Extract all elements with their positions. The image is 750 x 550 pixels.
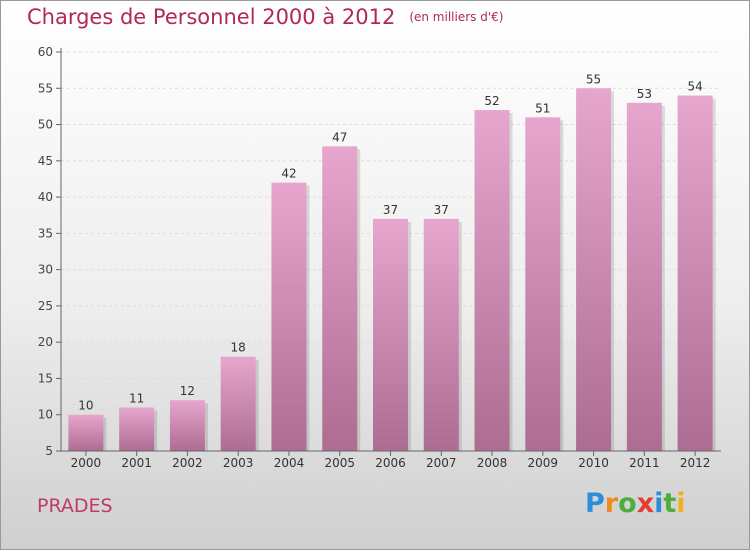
x-tick-label: 2011 [629, 456, 660, 470]
y-tick-label: 60 [38, 45, 53, 59]
y-tick-label: 55 [38, 81, 53, 95]
bar-value-label: 53 [637, 87, 652, 101]
x-tick-label: 2006 [375, 456, 406, 470]
y-tick-label: 5 [45, 444, 53, 458]
y-tick-label: 15 [38, 371, 53, 385]
bar [626, 102, 662, 452]
bar [220, 356, 256, 451]
commune-name: PRADES [37, 495, 113, 517]
bar [373, 218, 408, 451]
bar-value-label: 52 [484, 94, 499, 108]
bar [271, 182, 307, 451]
x-tick-label: 2005 [324, 456, 355, 470]
logo-letter: i [654, 488, 664, 519]
bar-value-label: 54 [687, 80, 702, 94]
x-tick-label: 2003 [223, 456, 254, 470]
bar-value-label: 12 [180, 384, 195, 398]
bar [169, 400, 205, 451]
y-tick-label: 30 [38, 263, 53, 277]
y-tick-label: 35 [38, 226, 53, 240]
bar-value-label: 51 [535, 101, 550, 115]
y-tick-label: 25 [38, 299, 53, 313]
y-tick-label: 40 [38, 190, 53, 204]
y-tick-label: 45 [38, 154, 53, 168]
bar-value-label: 11 [129, 391, 144, 405]
x-tick-label: 2008 [477, 456, 508, 470]
x-tick-label: 2000 [71, 456, 102, 470]
y-tick-label: 20 [38, 335, 53, 349]
x-tick-label: 2001 [121, 456, 152, 470]
bar [68, 414, 104, 451]
logo-letter: r [604, 488, 619, 519]
logo-letter: t [663, 488, 677, 519]
y-tick-label: 10 [38, 408, 53, 422]
x-tick-label: 2007 [426, 456, 457, 470]
bar [322, 146, 358, 452]
y-tick-label: 50 [38, 118, 53, 132]
bar-value-label: 37 [434, 203, 449, 217]
logo-letter: x [636, 488, 655, 519]
bar [576, 88, 612, 451]
logo-letter: o [618, 488, 637, 519]
bar [525, 117, 561, 452]
bar-value-label: 55 [586, 72, 601, 86]
x-tick-label: 2012 [680, 456, 711, 470]
bar-value-label: 10 [78, 399, 93, 413]
bar-value-label: 47 [332, 130, 347, 144]
chart-title-text: Charges de Personnel 2000 à 2012 [27, 5, 396, 29]
bar [423, 218, 459, 451]
x-tick-label: 2002 [172, 456, 203, 470]
bar-value-label: 37 [383, 203, 398, 217]
x-tick-label: 2009 [528, 456, 559, 470]
logo-letter: P [585, 488, 605, 519]
chart-unit-label: (en milliers d'€) [409, 10, 504, 24]
proxiti-logo: Proxiti [585, 488, 686, 519]
chart-title: Charges de Personnel 2000 à 2012 (en mill… [27, 5, 503, 29]
bar [119, 407, 155, 451]
bar-value-label: 18 [231, 341, 246, 355]
logo-letter: i [676, 488, 686, 519]
bar-value-label: 42 [281, 167, 296, 181]
x-tick-label: 2004 [274, 456, 305, 470]
x-tick-label: 2010 [578, 456, 609, 470]
bar [474, 110, 510, 451]
bar [677, 95, 713, 451]
